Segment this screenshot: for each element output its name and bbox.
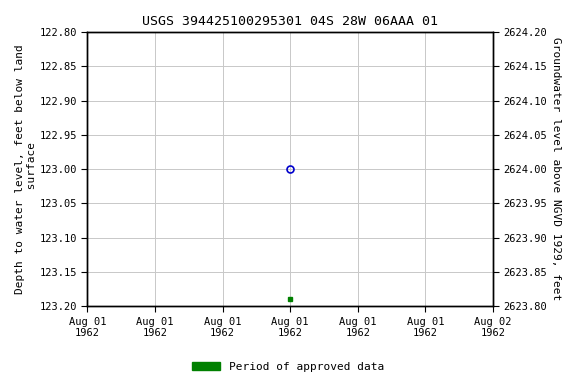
Legend: Period of approved data: Period of approved data bbox=[188, 358, 388, 377]
Title: USGS 394425100295301 04S 28W 06AAA 01: USGS 394425100295301 04S 28W 06AAA 01 bbox=[142, 15, 438, 28]
Y-axis label: Depth to water level, feet below land
 surface: Depth to water level, feet below land su… bbox=[15, 44, 37, 294]
Y-axis label: Groundwater level above NGVD 1929, feet: Groundwater level above NGVD 1929, feet bbox=[551, 38, 561, 301]
